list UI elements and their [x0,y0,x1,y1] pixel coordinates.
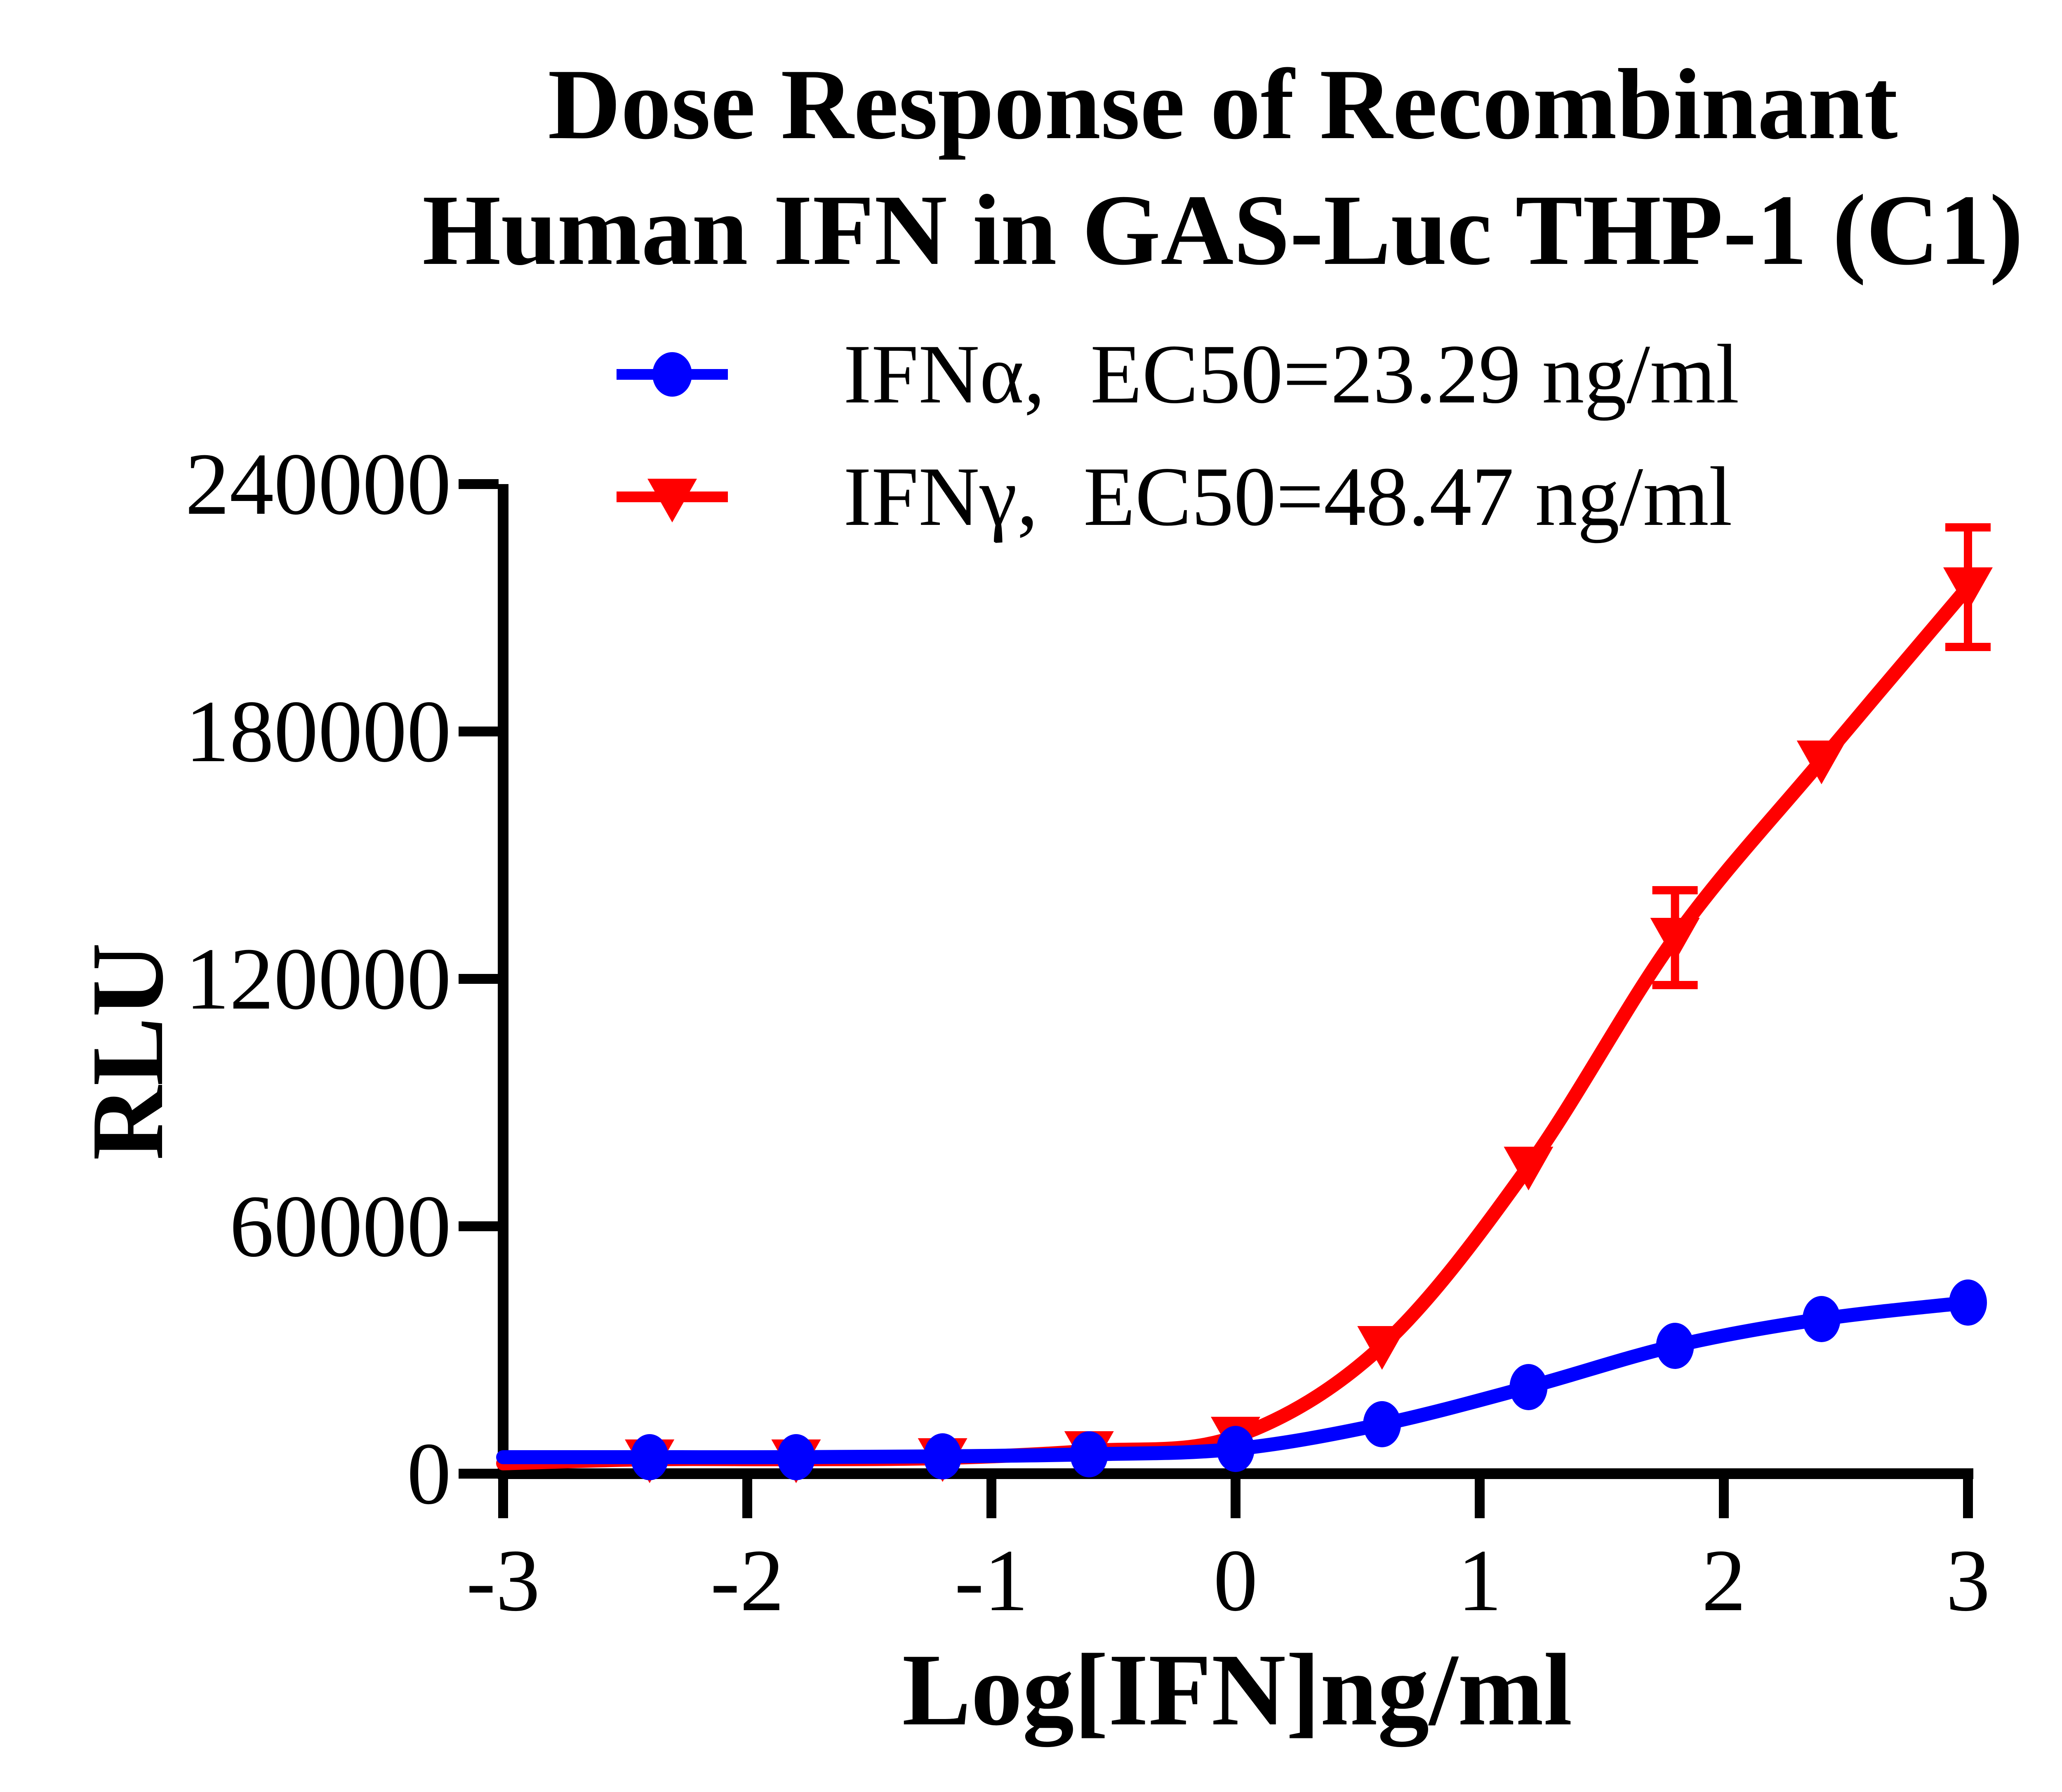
chart-title-line2: Human IFN in GAS-Luc THP-1 (C1) [422,174,2023,286]
x-axis-label: Log[IFN]ng/ml [902,1633,1572,1747]
x-tick-label: -3 [466,1531,540,1630]
data-point-IFNγ [1357,1326,1407,1370]
data-point-IFNα [1509,1364,1548,1410]
data-point-IFNα [1363,1401,1401,1447]
legend: IFNα, EC50=23.29 ng/ml IFNγ, EC50=48.47 ng… [594,327,1740,574]
legend-circle-marker [652,352,692,397]
data-point-IFNγ [1796,741,1846,784]
x-tick-label: 3 [1946,1531,1990,1630]
legend-marker-ifn-gamma [617,479,728,522]
y-tick-label: 240000 [185,435,451,533]
y-tick-label: 0 [407,1424,452,1523]
x-tick-label: 1 [1457,1531,1502,1630]
data-point-IFNα [1802,1296,1841,1342]
legend-triangle-marker [647,479,697,522]
y-tick-label: 60000 [230,1177,452,1275]
x-tick-label: -1 [954,1531,1028,1630]
y-tick-label: 180000 [185,682,451,781]
data-point-IFNα [777,1434,815,1480]
data-point-IFNα [923,1433,962,1479]
legend-ec50-ifn-alpha: EC50=23.29 ng/ml [1090,327,1740,421]
chart-title-line1: Dose Response of Recombinant [548,48,1898,160]
y-tick-label: 120000 [185,929,451,1028]
chart-title: Dose Response of Recombinant Human IFN i… [422,41,2023,293]
data-point-IFNα [1070,1431,1108,1477]
data-point-IFNα [631,1434,669,1480]
legend-ec50-ifn-gamma: EC50=48.47 ng/ml [1083,450,1732,543]
legend-label-ifn-alpha: IFNα, [843,327,1045,421]
legend-item-ifn-alpha: IFNα, EC50=23.29 ng/ml [594,327,1740,421]
data-point-IFNα [1949,1279,1987,1326]
data-point-IFNγ [1943,567,1993,611]
legend-label-ifn-gamma: IFNγ, [843,450,1038,543]
data-point-IFNγ [1504,1147,1554,1190]
legend-marker-ifn-alpha [617,352,728,397]
data-point-IFNγ [1650,918,1700,962]
data-point-IFNα [1217,1426,1255,1472]
legend-item-ifn-gamma: IFNγ, EC50=48.47 ng/ml [594,450,1739,543]
x-tick-label: -2 [710,1531,784,1630]
x-tick-label: 0 [1213,1531,1258,1630]
data-point-IFNα [1656,1323,1694,1369]
x-tick-label: 2 [1702,1531,1746,1630]
